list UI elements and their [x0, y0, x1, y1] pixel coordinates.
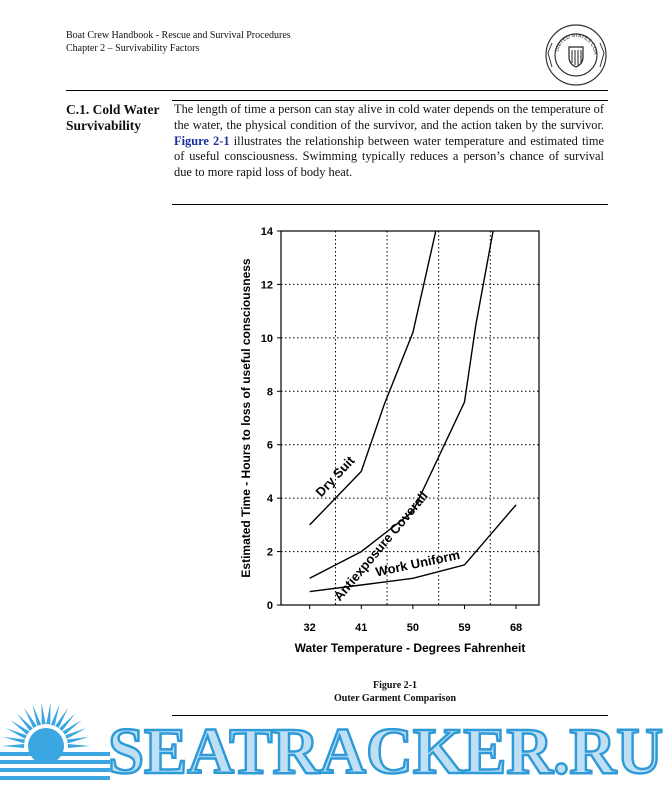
sunburst-icon: [0, 702, 110, 780]
x-tick-label: 50: [407, 622, 419, 634]
sun-ray: [41, 702, 46, 725]
y-tick-label: 10: [261, 333, 273, 345]
sun-ray: [67, 744, 90, 748]
sun-ray: [65, 728, 87, 739]
sun-ray: [62, 720, 82, 735]
figure-reference-link[interactable]: Figure 2-1: [174, 133, 230, 148]
sun-ray: [46, 702, 51, 725]
sun-ray: [16, 713, 33, 731]
figure-bottom-rule: [172, 715, 608, 716]
chart-grid: [281, 231, 539, 605]
y-tick-label: 6: [267, 440, 273, 452]
plot-frame: [280, 230, 540, 606]
y-tick-label: 2: [267, 547, 273, 559]
sun-ray: [67, 736, 89, 744]
y-axis-label: Estimated Time - Hours to loss of useful…: [239, 258, 253, 578]
sun-ray: [32, 704, 42, 726]
sun-ray: [5, 728, 27, 739]
section-top-rule: [172, 100, 608, 101]
y-tick-label: 12: [261, 279, 273, 291]
body-text-1: The length of time a person can stay ali…: [174, 102, 604, 132]
sun-ray: [24, 707, 37, 728]
header-line-2: Chapter 2 – Survivability Factors: [66, 43, 200, 54]
sun-disc: [28, 728, 64, 764]
header-rule: [66, 90, 608, 91]
y-tick-label: 14: [261, 226, 274, 238]
y-tick-label: 0: [267, 600, 273, 612]
x-tick-label: 68: [510, 622, 522, 634]
watermark-text: SEATRACKER.RU: [108, 715, 663, 788]
running-header: Boat Crew Handbook - Rescue and Survival…: [66, 29, 291, 55]
x-tick-label: 59: [458, 622, 470, 634]
figure-caption-number: Figure 2-1: [373, 680, 417, 691]
series-line: [309, 504, 517, 593]
sun-ray: [2, 744, 25, 748]
sun-ray: [59, 713, 76, 731]
body-text-2: illustrates the relationship between wat…: [174, 133, 605, 180]
section-bottom-rule: [172, 204, 608, 205]
series-label: Antiexposure Coverall: [331, 488, 431, 603]
x-axis-label: Water Temperature - Degrees Fahrenheit: [295, 641, 526, 655]
series-line: [309, 230, 437, 526]
watermark: SEATRACKER.RU: [0, 702, 664, 789]
sun-ray: [55, 707, 68, 728]
coast-guard-seal-icon: UNITED STATES COAST GUARD: [544, 23, 607, 86]
header-line-1: Boat Crew Handbook - Rescue and Survival…: [66, 30, 291, 41]
series-line: [309, 230, 494, 579]
y-tick-label: 4: [267, 493, 274, 505]
figure-caption-title: Outer Garment Comparison: [333, 693, 457, 704]
sun-ray: [3, 736, 25, 744]
x-tick-label: 32: [304, 622, 316, 634]
section-title: C.1. Cold Water Survivability: [66, 102, 160, 133]
y-tick-label: 8: [267, 386, 273, 398]
x-tick-label: 41: [355, 622, 367, 634]
sun-ray: [10, 720, 30, 735]
section-body: The length of time a person can stay ali…: [174, 102, 604, 181]
chart-series: [309, 230, 517, 593]
sun-ray: [50, 704, 60, 726]
